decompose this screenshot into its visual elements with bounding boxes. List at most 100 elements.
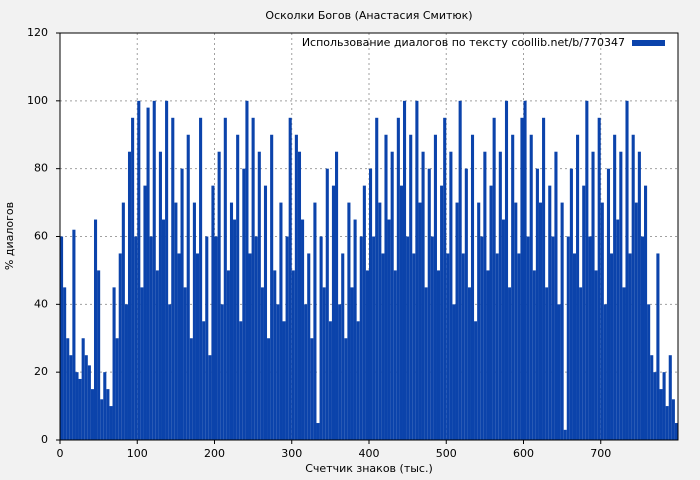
bar [433, 134, 437, 440]
bar [313, 202, 317, 440]
y-tick-label: 120 [27, 26, 48, 39]
bar [557, 304, 561, 440]
bar [467, 287, 471, 440]
bar [535, 168, 539, 440]
bar [124, 304, 128, 440]
bar [66, 338, 70, 440]
bar [569, 168, 573, 440]
bar [384, 134, 388, 440]
x-tick-label: 100 [127, 447, 148, 460]
bar [369, 168, 373, 440]
bar [236, 134, 240, 440]
bar [177, 253, 181, 440]
bar [189, 338, 193, 440]
bar [378, 202, 382, 440]
bar [322, 287, 326, 440]
bar [143, 185, 147, 440]
bar [180, 168, 184, 440]
bar [276, 304, 280, 440]
bar [458, 100, 462, 440]
bar [418, 202, 422, 440]
legend-swatch [632, 40, 665, 46]
bar [90, 389, 94, 440]
bar [634, 202, 638, 440]
x-tick-label: 0 [57, 447, 64, 460]
bar [192, 202, 196, 440]
bar [260, 287, 264, 440]
bar [594, 270, 598, 440]
y-tick-label: 60 [34, 230, 48, 243]
bar [668, 355, 672, 440]
bar [548, 185, 552, 440]
bar [572, 253, 577, 440]
bar [393, 270, 397, 440]
bar [461, 253, 465, 440]
bar [239, 321, 243, 440]
bar [613, 134, 617, 440]
bar [226, 270, 230, 440]
bar [452, 304, 456, 440]
bar [511, 134, 515, 440]
bar [131, 117, 135, 441]
bar [542, 117, 546, 441]
bar [443, 117, 447, 441]
y-tick-label: 100 [27, 94, 48, 107]
bar [640, 236, 645, 440]
bar [538, 202, 543, 440]
bar [427, 168, 431, 440]
bar [140, 287, 144, 440]
bar [474, 321, 478, 440]
bar [625, 100, 629, 440]
bar [356, 321, 360, 440]
bar [455, 202, 459, 440]
bar [263, 185, 268, 440]
bar [267, 338, 271, 440]
bar [137, 100, 141, 440]
bar [362, 185, 366, 440]
bar [508, 287, 512, 440]
y-tick-label: 40 [34, 297, 48, 310]
bar [199, 117, 203, 441]
bar [381, 253, 385, 440]
bar [152, 100, 156, 440]
bar [387, 219, 391, 440]
x-tick-label: 600 [513, 447, 534, 460]
bar [115, 338, 119, 440]
bar [440, 185, 444, 440]
bar [498, 151, 502, 441]
bar [365, 270, 369, 440]
bar [75, 372, 79, 440]
bar [134, 236, 138, 440]
bar [622, 287, 626, 440]
bar [585, 100, 589, 440]
bar [671, 399, 675, 440]
bar [202, 321, 206, 440]
bar [233, 219, 237, 440]
bar [492, 117, 496, 441]
bar [112, 287, 116, 440]
bar [606, 168, 611, 440]
bar [446, 253, 450, 440]
chart-title: Осколки Богов (Анастасия Смитюк) [265, 9, 472, 22]
x-tick-label: 200 [204, 447, 225, 460]
bar [78, 378, 82, 440]
bar [412, 253, 416, 440]
bar [165, 100, 169, 440]
bar [208, 355, 212, 440]
bar [270, 134, 274, 440]
bar [424, 287, 428, 440]
bar [174, 202, 178, 440]
bar [149, 236, 153, 440]
bar [600, 202, 604, 440]
bar [310, 338, 314, 440]
bar [158, 151, 162, 441]
bar [523, 100, 527, 440]
bar [350, 287, 354, 440]
bar [372, 236, 376, 440]
bar [495, 253, 499, 440]
bar [477, 202, 481, 440]
bar [297, 151, 302, 441]
bar [97, 270, 101, 440]
